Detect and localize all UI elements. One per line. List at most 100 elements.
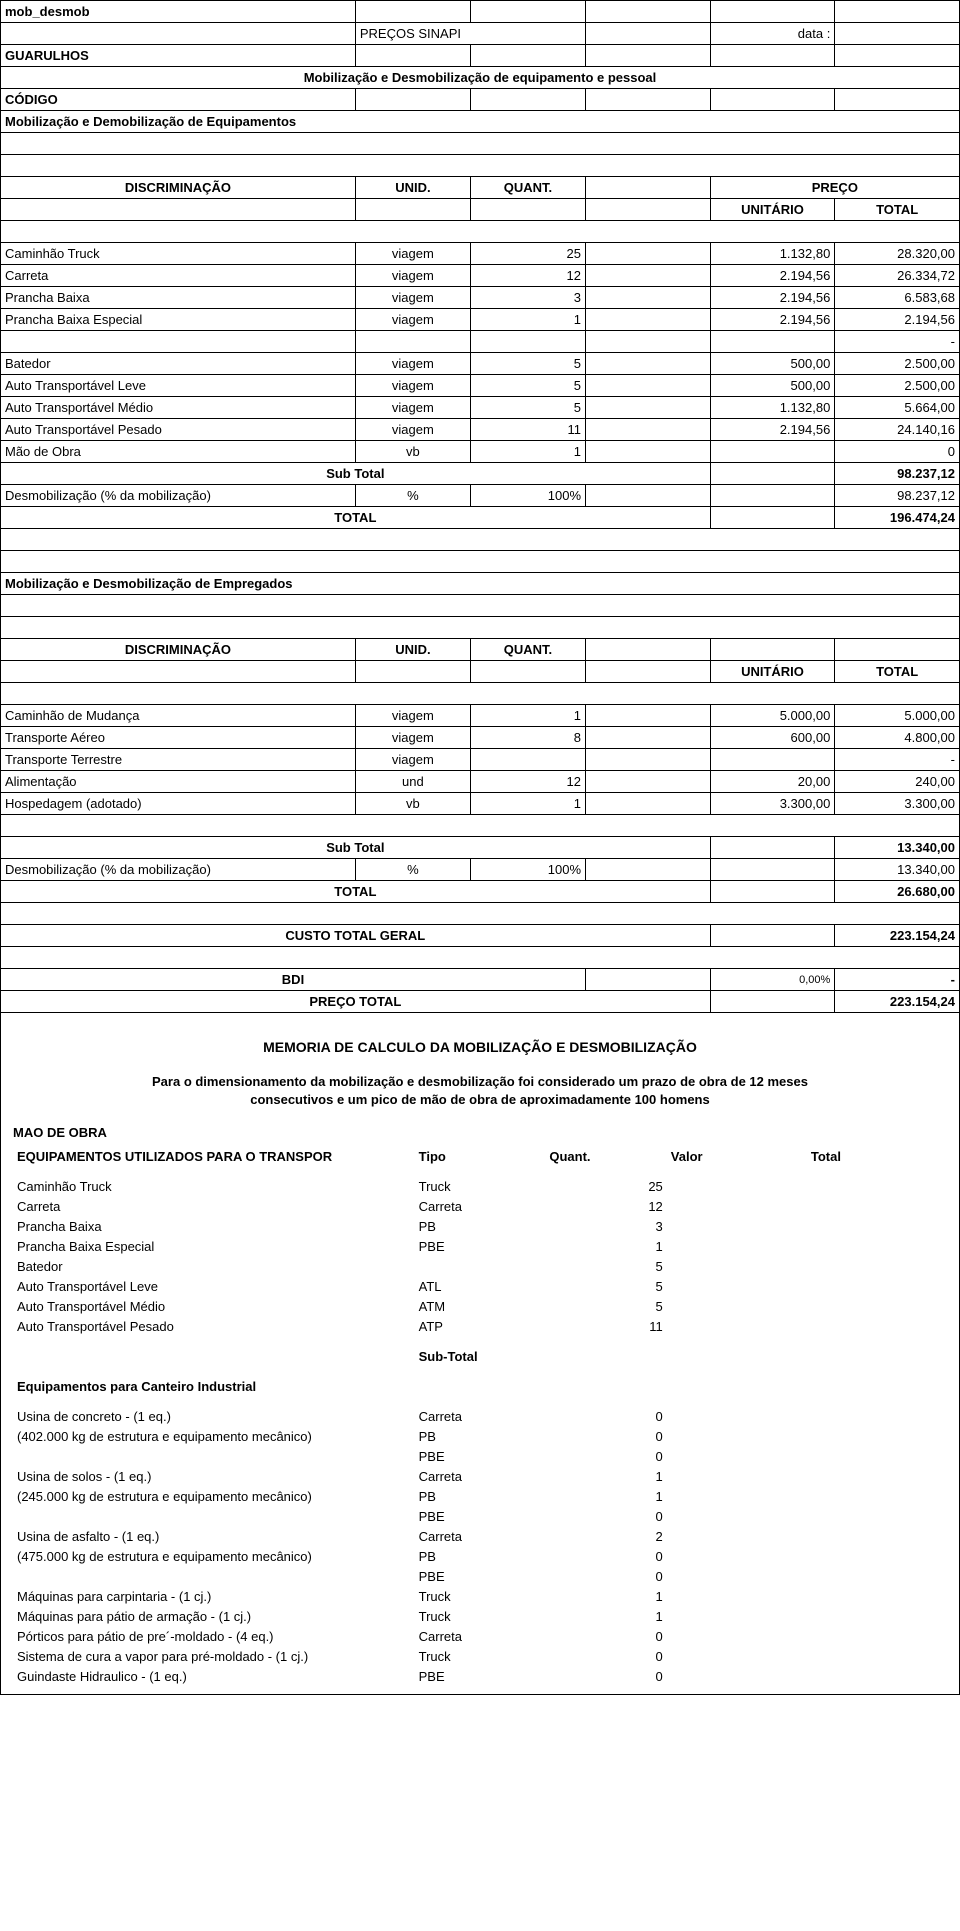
quant-cell: 5 [545, 1256, 666, 1276]
desmob-label: Desmobilização (% da mobilização) [1, 859, 356, 881]
unid-cell: und [355, 771, 470, 793]
empty [667, 1466, 807, 1486]
total-value: 26.680,00 [835, 881, 960, 903]
table-row: Auto Transportável Pesadoviagem112.194,5… [1, 419, 960, 441]
quant-cell: 3 [545, 1216, 666, 1236]
transport-equip-table: EQUIPAMENTOS UTILIZADOS PARA O TRANSPOR … [13, 1146, 947, 1686]
table-row: Auto Transportável Leveviagem5500,002.50… [1, 375, 960, 397]
quant-cell: 25 [470, 243, 585, 265]
empty [807, 1666, 947, 1686]
empty [586, 287, 711, 309]
empty-row [1, 683, 960, 705]
desmob-quant: 100% [470, 859, 585, 881]
desc-cell: Prancha Baixa Especial [1, 309, 356, 331]
empty [667, 1506, 807, 1526]
quant-cell: 0 [545, 1426, 666, 1446]
table-row: Carretaviagem122.194,5626.334,72 [1, 265, 960, 287]
list-item: Máquinas para pátio de armação - (1 cj.)… [13, 1606, 947, 1626]
empty-row [1, 551, 960, 573]
spacer [13, 1336, 947, 1346]
empty [355, 89, 470, 111]
desc-cell: Máquinas para pátio de armação - (1 cj.) [13, 1606, 415, 1626]
empty [586, 727, 711, 749]
empty [807, 1606, 947, 1626]
list-item: Sistema de cura a vapor para pré-moldado… [13, 1646, 947, 1666]
empty [807, 1626, 947, 1646]
empty [807, 1406, 947, 1426]
total-cell: - [835, 331, 960, 353]
empty [835, 639, 960, 661]
col-tipo: Tipo [415, 1146, 546, 1166]
empty [586, 177, 711, 199]
empty [835, 45, 960, 67]
empty [586, 441, 711, 463]
empty [667, 1626, 807, 1646]
empty [586, 309, 711, 331]
total-cell: 5.664,00 [835, 397, 960, 419]
quant-cell: 3 [470, 287, 585, 309]
unid-cell: viagem [355, 419, 470, 441]
table-row: Mão de Obravb10 [1, 441, 960, 463]
empty [586, 485, 711, 507]
mao-de-obra: MAO DE OBRA [13, 1125, 947, 1140]
unid-cell: viagem [355, 265, 470, 287]
subtotal-value: 98.237,12 [835, 463, 960, 485]
subtotal-value: 13.340,00 [835, 837, 960, 859]
data-label: data : [710, 23, 835, 45]
empty [667, 1196, 807, 1216]
quant-cell: 0 [545, 1446, 666, 1466]
total-cell: 4.800,00 [835, 727, 960, 749]
quant-cell: 0 [545, 1566, 666, 1586]
total-cell: 2.500,00 [835, 375, 960, 397]
empty [13, 1346, 415, 1366]
desc-cell: Guindaste Hidraulico - (1 eq.) [13, 1666, 415, 1686]
empty [586, 1, 711, 23]
tipo-cell: ATP [415, 1316, 546, 1336]
quant-cell: 0 [545, 1646, 666, 1666]
col-unitario: UNITÁRIO [710, 661, 835, 683]
tipo-cell: PB [415, 1216, 546, 1236]
unid-cell: viagem [355, 727, 470, 749]
desc-cell: Hospedagem (adotado) [1, 793, 356, 815]
table-row: Alimentaçãound1220,00240,00 [1, 771, 960, 793]
empty [667, 1586, 807, 1606]
desc-cell [13, 1446, 415, 1466]
quant-cell: 25 [545, 1176, 666, 1196]
quant-cell: 5 [470, 375, 585, 397]
quant-cell: 1 [470, 705, 585, 727]
precos-sinapi: PREÇOS SINAPI [355, 23, 585, 45]
quant-cell: 5 [545, 1296, 666, 1316]
total-cell: 0 [835, 441, 960, 463]
empty [586, 661, 711, 683]
subtotal-label: Sub Total [1, 837, 711, 859]
empty [710, 507, 835, 529]
unit-cell: 1.132,80 [710, 243, 835, 265]
empty [667, 1276, 807, 1296]
col-quant: QUANT. [470, 177, 585, 199]
col-unid: UNID. [355, 639, 470, 661]
col-unid: UNID. [355, 177, 470, 199]
quant-cell: 1 [545, 1466, 666, 1486]
unid-cell: viagem [355, 375, 470, 397]
table-row: Caminhão Truckviagem251.132,8028.320,00 [1, 243, 960, 265]
tipo-cell: Carreta [415, 1466, 546, 1486]
quant-cell: 1 [470, 441, 585, 463]
empty-row [1, 155, 960, 177]
quant-cell: 1 [545, 1486, 666, 1506]
unit-cell: 5.000,00 [710, 705, 835, 727]
desc-cell: (402.000 kg de estrutura e equipamento m… [13, 1426, 415, 1446]
empty [667, 1316, 807, 1336]
total-label: TOTAL [1, 881, 711, 903]
table-row: Prancha Baixa Especialviagem12.194,562.1… [1, 309, 960, 331]
desc-cell: Prancha Baixa [13, 1216, 415, 1236]
empty [667, 1256, 807, 1276]
col-quant: Quant. [545, 1146, 666, 1166]
empty [807, 1216, 947, 1236]
empty [586, 45, 711, 67]
table-row: Batedorviagem5500,002.500,00 [1, 353, 960, 375]
tipo-cell: Carreta [415, 1626, 546, 1646]
desc-cell: Batedor [1, 353, 356, 375]
desc-cell: Pórticos para pátio de pre´-moldado - (4… [13, 1626, 415, 1646]
empty [835, 23, 960, 45]
empty [807, 1586, 947, 1606]
